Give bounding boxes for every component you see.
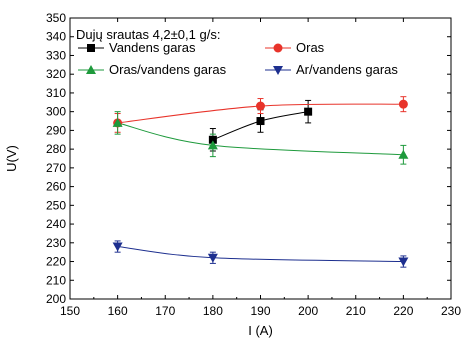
marker-triangle-down xyxy=(398,257,409,267)
y-tick-label: 280 xyxy=(46,142,66,156)
marker-square xyxy=(256,117,265,126)
y-tick-label: 330 xyxy=(46,48,66,62)
x-axis-title: I (A) xyxy=(248,323,273,338)
marker-square xyxy=(208,135,217,144)
x-tick-label: 200 xyxy=(298,304,318,318)
series-line xyxy=(117,246,404,263)
x-tick-label: 210 xyxy=(346,304,366,318)
x-tick-label: 180 xyxy=(203,304,223,318)
x-tick-label: 150 xyxy=(60,304,80,318)
marker-circle xyxy=(398,99,408,109)
y-tick-label: 310 xyxy=(46,86,66,100)
plot-area xyxy=(69,17,452,300)
axis-ticks xyxy=(69,17,452,300)
marker-triangle-down xyxy=(112,242,123,252)
y-tick-label: 250 xyxy=(46,198,66,212)
legend-label: Ar/vandens garas xyxy=(296,62,398,77)
y-tick-label: 220 xyxy=(46,255,66,269)
y-tick-label: 350 xyxy=(46,11,66,25)
marker-triangle-down xyxy=(207,253,218,263)
legend-label: Oras xyxy=(296,40,325,55)
marker-triangle-up xyxy=(112,117,123,127)
y-tick-label: 290 xyxy=(46,123,66,137)
x-tick-label: 160 xyxy=(108,304,128,318)
x-tick-label: 220 xyxy=(393,304,413,318)
x-tick-label: 170 xyxy=(155,304,175,318)
legend-label: Vandens garas xyxy=(109,40,196,55)
series-markers xyxy=(112,99,409,267)
y-tick-labels: 200 210 220 230 240 250 260 270 280 290 300 310 320 3… xyxy=(46,11,66,306)
legend-title: Dujų srautas 4,2±0,1 g/s: xyxy=(76,27,220,42)
legend-label: Oras/vandens garas xyxy=(109,62,227,77)
y-tick-label: 200 xyxy=(46,292,66,306)
marker-triangle-up xyxy=(86,65,96,74)
marker-triangle-down xyxy=(273,66,283,75)
y-tick-label: 240 xyxy=(46,217,66,231)
y-axis-title: U(V) xyxy=(4,145,19,172)
marker-square xyxy=(87,44,95,52)
y-tick-label: 270 xyxy=(46,161,66,175)
legend: Dujų srautas 4,2±0,1 g/s: Vandens garas O… xyxy=(76,27,398,77)
y-tick-label: 340 xyxy=(46,30,66,44)
marker-triangle-up xyxy=(207,140,218,150)
y-tick-label: 210 xyxy=(46,273,66,287)
y-tick-label: 320 xyxy=(46,67,66,81)
marker-square xyxy=(304,107,313,116)
series-line xyxy=(117,122,404,156)
x-tick-labels: 150 160 170 180 190 200 210 220 230 xyxy=(60,304,461,318)
y-tick-label: 260 xyxy=(46,180,66,194)
marker-circle xyxy=(273,43,283,53)
y-tick-label: 230 xyxy=(46,236,66,250)
marker-triangle-up xyxy=(398,149,409,159)
x-tick-label: 190 xyxy=(250,304,270,318)
y-tick-label: 300 xyxy=(46,105,66,119)
x-tick-label: 230 xyxy=(441,304,461,318)
marker-circle xyxy=(256,101,265,111)
